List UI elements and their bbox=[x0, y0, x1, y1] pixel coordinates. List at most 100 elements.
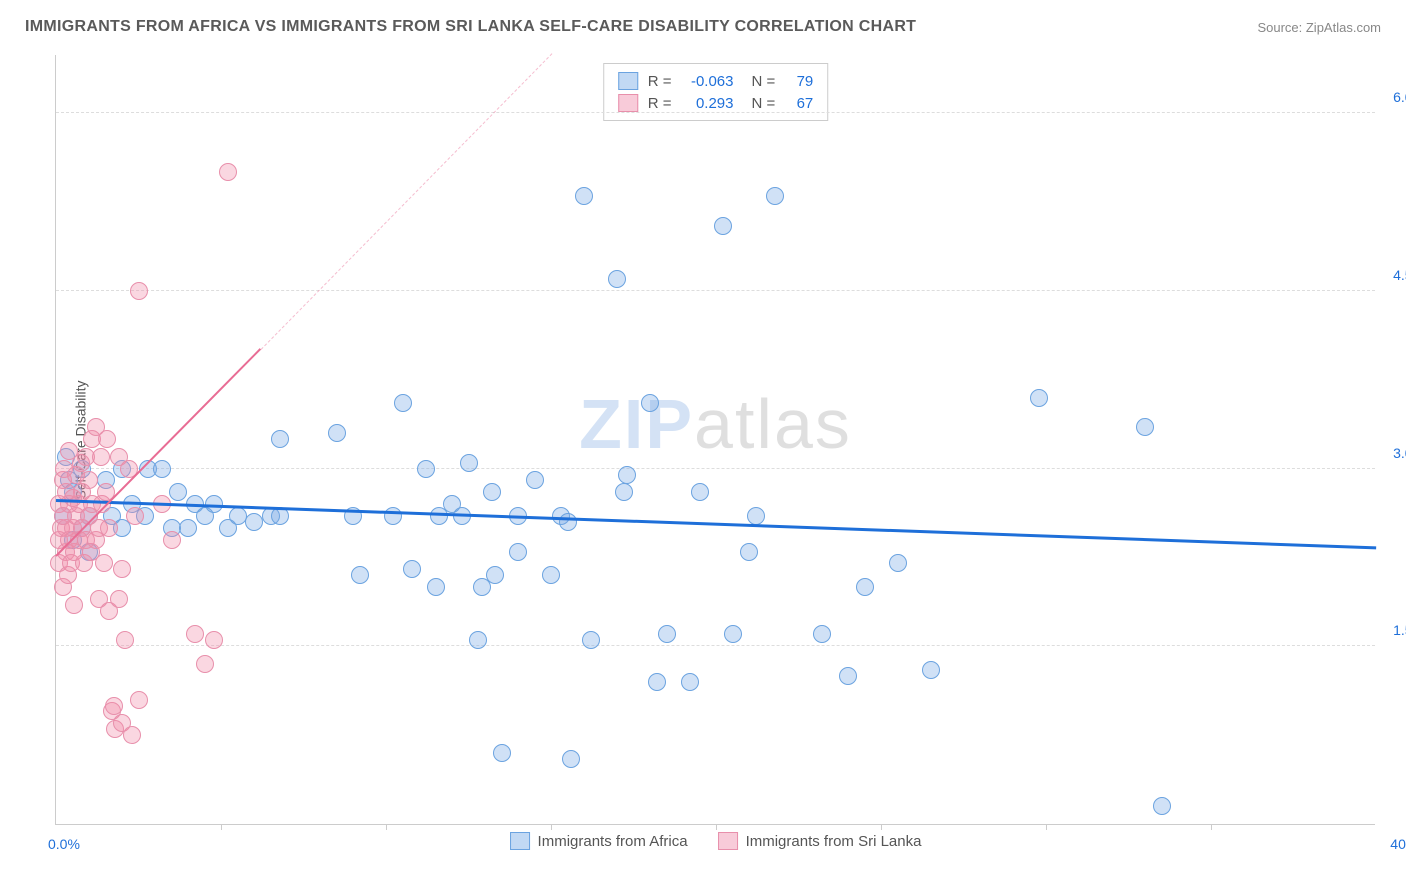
scatter-point-srilanka bbox=[113, 560, 131, 578]
stats-n-value: 67 bbox=[785, 95, 813, 112]
scatter-point-srilanka bbox=[130, 691, 148, 709]
scatter-point-africa bbox=[724, 625, 742, 643]
scatter-point-africa bbox=[608, 270, 626, 288]
scatter-point-africa bbox=[766, 187, 784, 205]
scatter-point-africa bbox=[559, 513, 577, 531]
x-tick bbox=[386, 824, 387, 830]
scatter-point-africa bbox=[460, 454, 478, 472]
watermark-atlas: atlas bbox=[694, 385, 852, 463]
scatter-point-srilanka bbox=[126, 507, 144, 525]
x-tick bbox=[881, 824, 882, 830]
x-axis-min-label: 0.0% bbox=[48, 836, 80, 852]
scatter-point-africa bbox=[384, 507, 402, 525]
scatter-point-africa bbox=[493, 744, 511, 762]
stats-swatch bbox=[618, 72, 638, 90]
scatter-point-africa bbox=[469, 631, 487, 649]
scatter-point-srilanka bbox=[219, 163, 237, 181]
stats-n-label: N = bbox=[752, 95, 776, 112]
scatter-point-srilanka bbox=[116, 631, 134, 649]
watermark-zip: ZIP bbox=[579, 385, 694, 463]
source-label: Source: ZipAtlas.com bbox=[1257, 20, 1381, 35]
chart-area: Self-Care Disability ZIPatlas 0.0% 40.0%… bbox=[55, 55, 1375, 825]
stats-r-value: -0.063 bbox=[682, 73, 734, 90]
y-tick-label: 1.5% bbox=[1380, 622, 1406, 638]
scatter-point-srilanka bbox=[130, 282, 148, 300]
x-axis-max-label: 40.0% bbox=[1390, 836, 1406, 852]
scatter-point-srilanka bbox=[110, 590, 128, 608]
scatter-point-africa bbox=[328, 424, 346, 442]
scatter-point-africa bbox=[486, 566, 504, 584]
legend-item: Immigrants from Sri Lanka bbox=[718, 832, 922, 850]
gridline-h bbox=[56, 290, 1375, 291]
regression-dashed-srilanka bbox=[260, 53, 552, 350]
scatter-point-srilanka bbox=[95, 554, 113, 572]
scatter-point-srilanka bbox=[186, 625, 204, 643]
scatter-point-africa bbox=[351, 566, 369, 584]
scatter-point-srilanka bbox=[196, 655, 214, 673]
scatter-point-africa bbox=[740, 543, 758, 561]
scatter-point-africa bbox=[889, 554, 907, 572]
scatter-point-africa bbox=[658, 625, 676, 643]
scatter-point-srilanka bbox=[80, 471, 98, 489]
scatter-point-srilanka bbox=[65, 596, 83, 614]
legend-swatch bbox=[510, 832, 530, 850]
scatter-point-srilanka bbox=[92, 448, 110, 466]
stats-n-label: N = bbox=[752, 73, 776, 90]
scatter-point-africa bbox=[1030, 389, 1048, 407]
chart-title: IMMIGRANTS FROM AFRICA VS IMMIGRANTS FRO… bbox=[25, 18, 916, 36]
scatter-point-africa bbox=[714, 217, 732, 235]
scatter-point-africa bbox=[169, 483, 187, 501]
scatter-point-africa bbox=[542, 566, 560, 584]
gridline-h bbox=[56, 645, 1375, 646]
scatter-point-africa bbox=[509, 543, 527, 561]
scatter-point-africa bbox=[526, 471, 544, 489]
scatter-point-africa bbox=[1136, 418, 1154, 436]
stats-r-label: R = bbox=[648, 73, 672, 90]
scatter-point-africa bbox=[483, 483, 501, 501]
y-tick-label: 6.0% bbox=[1380, 89, 1406, 105]
scatter-point-africa bbox=[179, 519, 197, 537]
stats-r-label: R = bbox=[648, 95, 672, 112]
gridline-h bbox=[56, 468, 1375, 469]
stats-row: R =0.293N =67 bbox=[618, 92, 814, 114]
gridline-h bbox=[56, 112, 1375, 113]
scatter-point-africa bbox=[427, 578, 445, 596]
scatter-point-africa bbox=[813, 625, 831, 643]
scatter-point-africa bbox=[615, 483, 633, 501]
scatter-point-africa bbox=[575, 187, 593, 205]
scatter-point-africa bbox=[747, 507, 765, 525]
scatter-point-srilanka bbox=[100, 519, 118, 537]
legend: Immigrants from Africa Immigrants from Sr… bbox=[510, 832, 922, 850]
scatter-point-africa bbox=[403, 560, 421, 578]
legend-label: Immigrants from Sri Lanka bbox=[746, 833, 922, 850]
scatter-point-africa bbox=[562, 750, 580, 768]
scatter-point-africa bbox=[394, 394, 412, 412]
scatter-point-africa bbox=[641, 394, 659, 412]
scatter-point-srilanka bbox=[205, 631, 223, 649]
scatter-point-africa bbox=[245, 513, 263, 531]
legend-swatch bbox=[718, 832, 738, 850]
legend-label: Immigrants from Africa bbox=[538, 833, 688, 850]
stats-n-value: 79 bbox=[785, 73, 813, 90]
x-tick bbox=[221, 824, 222, 830]
watermark: ZIPatlas bbox=[579, 384, 852, 464]
x-tick bbox=[716, 824, 717, 830]
scatter-point-africa bbox=[839, 667, 857, 685]
x-tick bbox=[1211, 824, 1212, 830]
x-tick bbox=[551, 824, 552, 830]
scatter-point-africa bbox=[229, 507, 247, 525]
stats-swatch bbox=[618, 94, 638, 112]
y-tick-label: 3.0% bbox=[1380, 445, 1406, 461]
scatter-point-africa bbox=[691, 483, 709, 501]
scatter-point-srilanka bbox=[163, 531, 181, 549]
scatter-point-africa bbox=[153, 460, 171, 478]
scatter-point-africa bbox=[856, 578, 874, 596]
legend-item: Immigrants from Africa bbox=[510, 832, 688, 850]
scatter-point-africa bbox=[648, 673, 666, 691]
scatter-point-africa bbox=[417, 460, 435, 478]
scatter-point-africa bbox=[1153, 797, 1171, 815]
scatter-point-srilanka bbox=[105, 697, 123, 715]
scatter-point-srilanka bbox=[98, 430, 116, 448]
y-tick-label: 4.5% bbox=[1380, 267, 1406, 283]
scatter-point-africa bbox=[681, 673, 699, 691]
